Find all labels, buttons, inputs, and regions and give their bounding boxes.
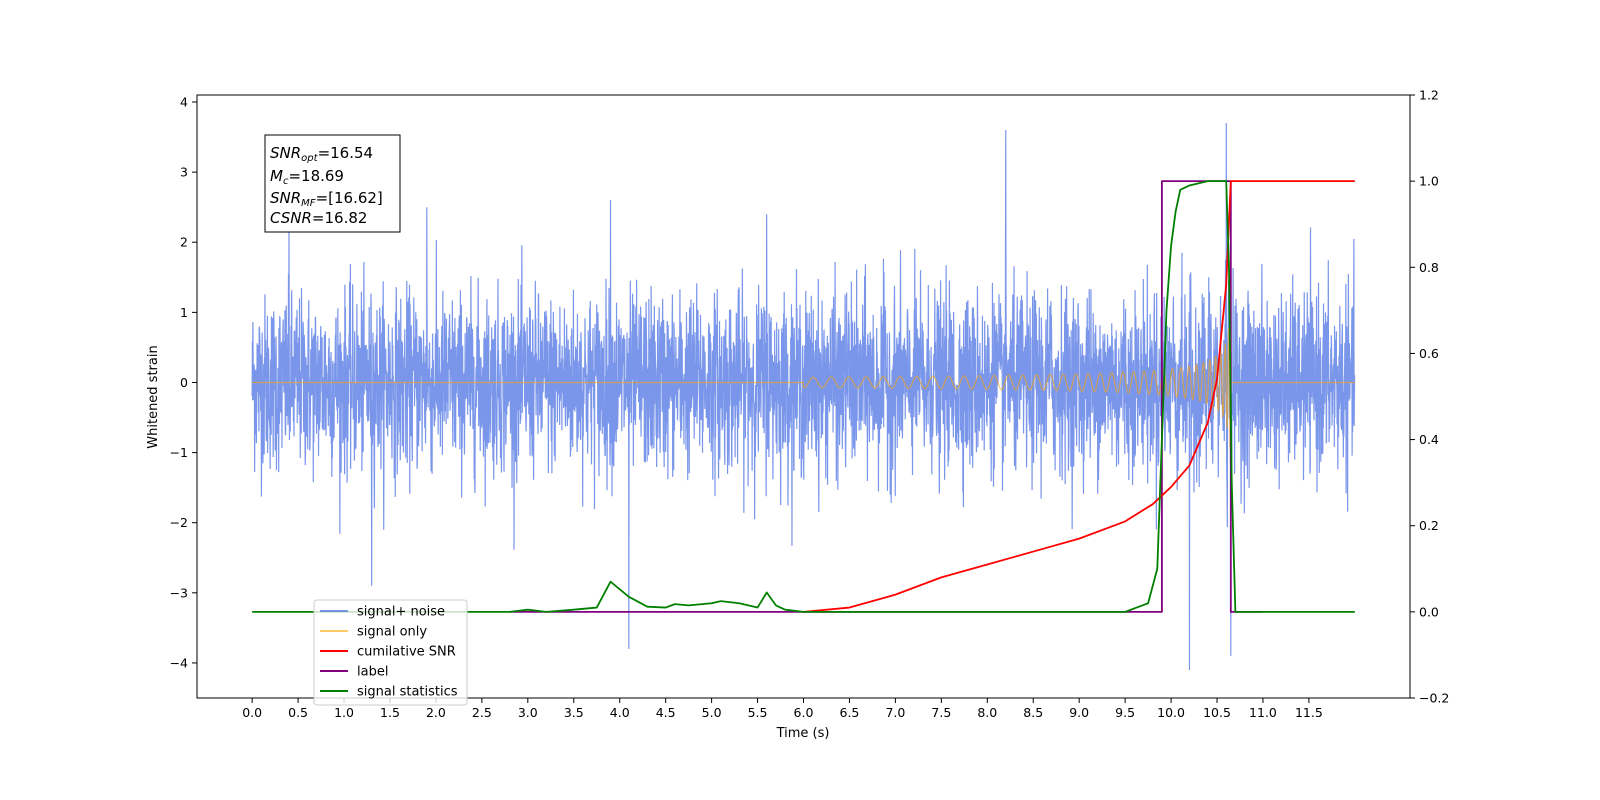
legend-label-signal-only: signal only bbox=[357, 625, 427, 640]
x-tick-label: 11.5 bbox=[1295, 705, 1323, 720]
legend-entry-signal-statistics: signal statistics bbox=[320, 685, 458, 700]
y2-tick-label: 0.6 bbox=[1419, 346, 1439, 361]
y-tick-label: 4 bbox=[180, 95, 188, 110]
x-tick-label: 0.0 bbox=[242, 705, 262, 720]
y2-tick-label: 1.2 bbox=[1419, 88, 1439, 103]
metrics-annotation-box: SNRopt=16.54 Mc=18.69 SNRMF=[16.62] CSNR… bbox=[264, 134, 401, 233]
x-tick-label: 2.5 bbox=[472, 705, 492, 720]
x-tick-label: 7.5 bbox=[931, 705, 951, 720]
legend-entry-cumulative-snr: cumilative SNR bbox=[320, 645, 456, 660]
y-tick-label: 0 bbox=[180, 375, 188, 390]
y2-tick-label: 0.8 bbox=[1419, 260, 1439, 275]
x-tick-label: 11.0 bbox=[1249, 705, 1277, 720]
x-tick-label: 1.0 bbox=[334, 705, 354, 720]
x-tick-label: 3.5 bbox=[564, 705, 584, 720]
series-line-signal-only bbox=[252, 328, 1355, 451]
x-tick-label: 3.0 bbox=[518, 705, 538, 720]
x-tick-label: 10.5 bbox=[1203, 705, 1231, 720]
legend-label-cumulative-snr: cumilative SNR bbox=[357, 645, 456, 660]
annotation-mc: Mc=18.69 bbox=[270, 167, 344, 187]
y2-tick-label: −0.2 bbox=[1419, 691, 1449, 706]
y2-tick-label: 1.0 bbox=[1419, 174, 1439, 189]
y-tick-label: 2 bbox=[180, 235, 188, 250]
legend-label-signal-noise: signal+ noise bbox=[357, 605, 445, 620]
y-tick-label: −1 bbox=[170, 445, 188, 460]
series-line-cumulative-snr bbox=[803, 180, 1355, 613]
y-tick-label: −4 bbox=[170, 655, 188, 670]
x-axis-label: Time (s) bbox=[776, 726, 830, 741]
x-tick-label: 9.0 bbox=[1069, 705, 1089, 720]
annotation-snr-mf: SNRMF=[16.62] bbox=[270, 189, 383, 209]
x-tick-label: 10.0 bbox=[1157, 705, 1185, 720]
legend: signal+ noise signal only cumilative SNR… bbox=[313, 599, 468, 706]
x-tick-label: 5.5 bbox=[748, 705, 768, 720]
legend-entry-label: label bbox=[320, 665, 388, 680]
legend-frame bbox=[313, 599, 468, 706]
annotation-frame bbox=[264, 134, 401, 233]
x-tick-label: 7.0 bbox=[885, 705, 905, 720]
x-tick-label: 8.0 bbox=[977, 705, 997, 720]
x-tick-label: 1.5 bbox=[380, 705, 400, 720]
series-line-signal-statistics bbox=[252, 180, 1355, 613]
x-tick-label: 6.5 bbox=[840, 705, 860, 720]
y-tick-label: 1 bbox=[180, 305, 188, 320]
y-axis-label: Whitened strain bbox=[146, 345, 161, 448]
y2-tick-label: 0.2 bbox=[1419, 518, 1439, 533]
x-tick-label: 4.0 bbox=[610, 705, 630, 720]
legend-label-signal-statistics: signal statistics bbox=[357, 685, 458, 700]
legend-entry-signal-only: signal only bbox=[320, 625, 427, 640]
y-tick-label: −3 bbox=[170, 585, 188, 600]
legend-label-label: label bbox=[357, 665, 388, 680]
x-tick-label: 0.5 bbox=[288, 705, 308, 720]
annotation-csnr: CSNR=16.82 bbox=[270, 209, 367, 227]
y-tick-label: 3 bbox=[180, 165, 188, 180]
y-tick-label: −2 bbox=[170, 515, 188, 530]
x-tick-label: 8.5 bbox=[1023, 705, 1043, 720]
x-tick-label: 2.0 bbox=[426, 705, 446, 720]
y2-tick-label: 0.4 bbox=[1419, 432, 1439, 447]
x-tick-label: 5.0 bbox=[702, 705, 722, 720]
x-tick-label: 4.5 bbox=[656, 705, 676, 720]
annotation-snr-opt: SNRopt=16.54 bbox=[270, 144, 373, 164]
legend-entry-signal-noise: signal+ noise bbox=[320, 605, 445, 620]
series-line-signal-noise bbox=[251, 123, 1356, 670]
y2-tick-label: 0.0 bbox=[1419, 604, 1439, 619]
x-tick-label: 6.0 bbox=[794, 705, 814, 720]
x-tick-label: 9.5 bbox=[1115, 705, 1135, 720]
